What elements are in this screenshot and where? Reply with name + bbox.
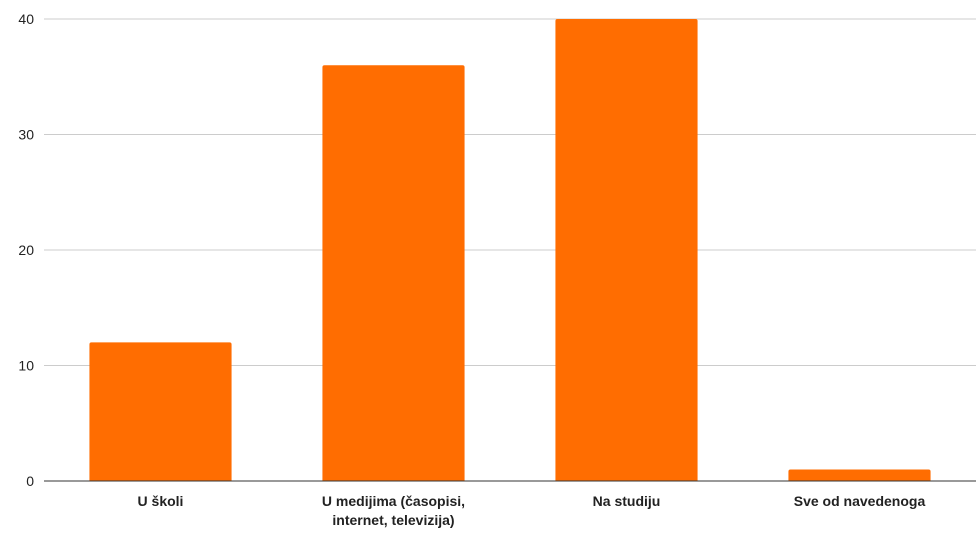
x-category-label-line: U školi <box>138 493 184 509</box>
x-category-label-line: internet, televizija) <box>332 512 454 528</box>
label-layer: U školi U medijima (časopisi, internet, te… <box>138 493 926 528</box>
y-tick-label: 40 <box>18 11 34 27</box>
x-category-label: U medijima (časopisi, internet, televizij… <box>322 493 465 528</box>
grid-layer <box>44 18 976 366</box>
x-category-label-line: Na studiju <box>593 493 661 509</box>
y-tick-label: 30 <box>18 127 34 143</box>
axis-layer: 0 10 20 30 40 <box>18 11 976 489</box>
x-category-label: Sve od navedenoga <box>794 493 926 509</box>
bar-layer <box>89 19 931 481</box>
bar-1 <box>322 65 465 481</box>
y-tick-label: 20 <box>18 242 34 258</box>
x-category-label: Na studiju <box>593 493 661 509</box>
y-tick-label: 10 <box>18 358 34 374</box>
x-category-label-line: U medijima (časopisi, <box>322 493 465 509</box>
y-tick-label: 0 <box>26 473 34 489</box>
bar-3 <box>788 469 931 481</box>
x-category-label: U školi <box>138 493 184 509</box>
bar-2 <box>555 19 698 481</box>
bar-0 <box>89 342 232 481</box>
x-category-label-line: Sve od navedenoga <box>794 493 926 509</box>
